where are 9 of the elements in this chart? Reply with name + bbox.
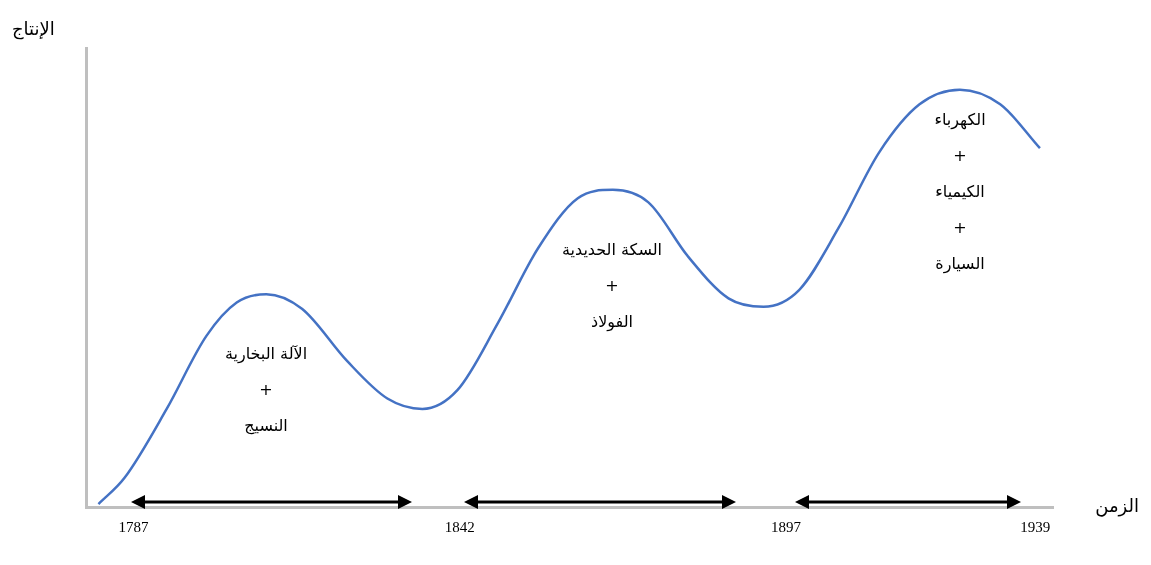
y-axis-title: الإنتاج (12, 17, 55, 40)
x-tick-label: 1939 (1020, 518, 1051, 535)
annotation: السكة الحديدية + الفولاذ (561, 240, 663, 333)
annotation: الكهرباء + الكيمياء + السيارة (934, 110, 986, 275)
x-axis-title: الزمن (1095, 494, 1139, 517)
x-tick-label: 1787 (118, 518, 149, 535)
annotation: الآلة البخارية + النسيج (224, 344, 308, 436)
x-tick-label: 1842 (444, 518, 475, 535)
x-tick-label: 1897 (771, 518, 802, 535)
